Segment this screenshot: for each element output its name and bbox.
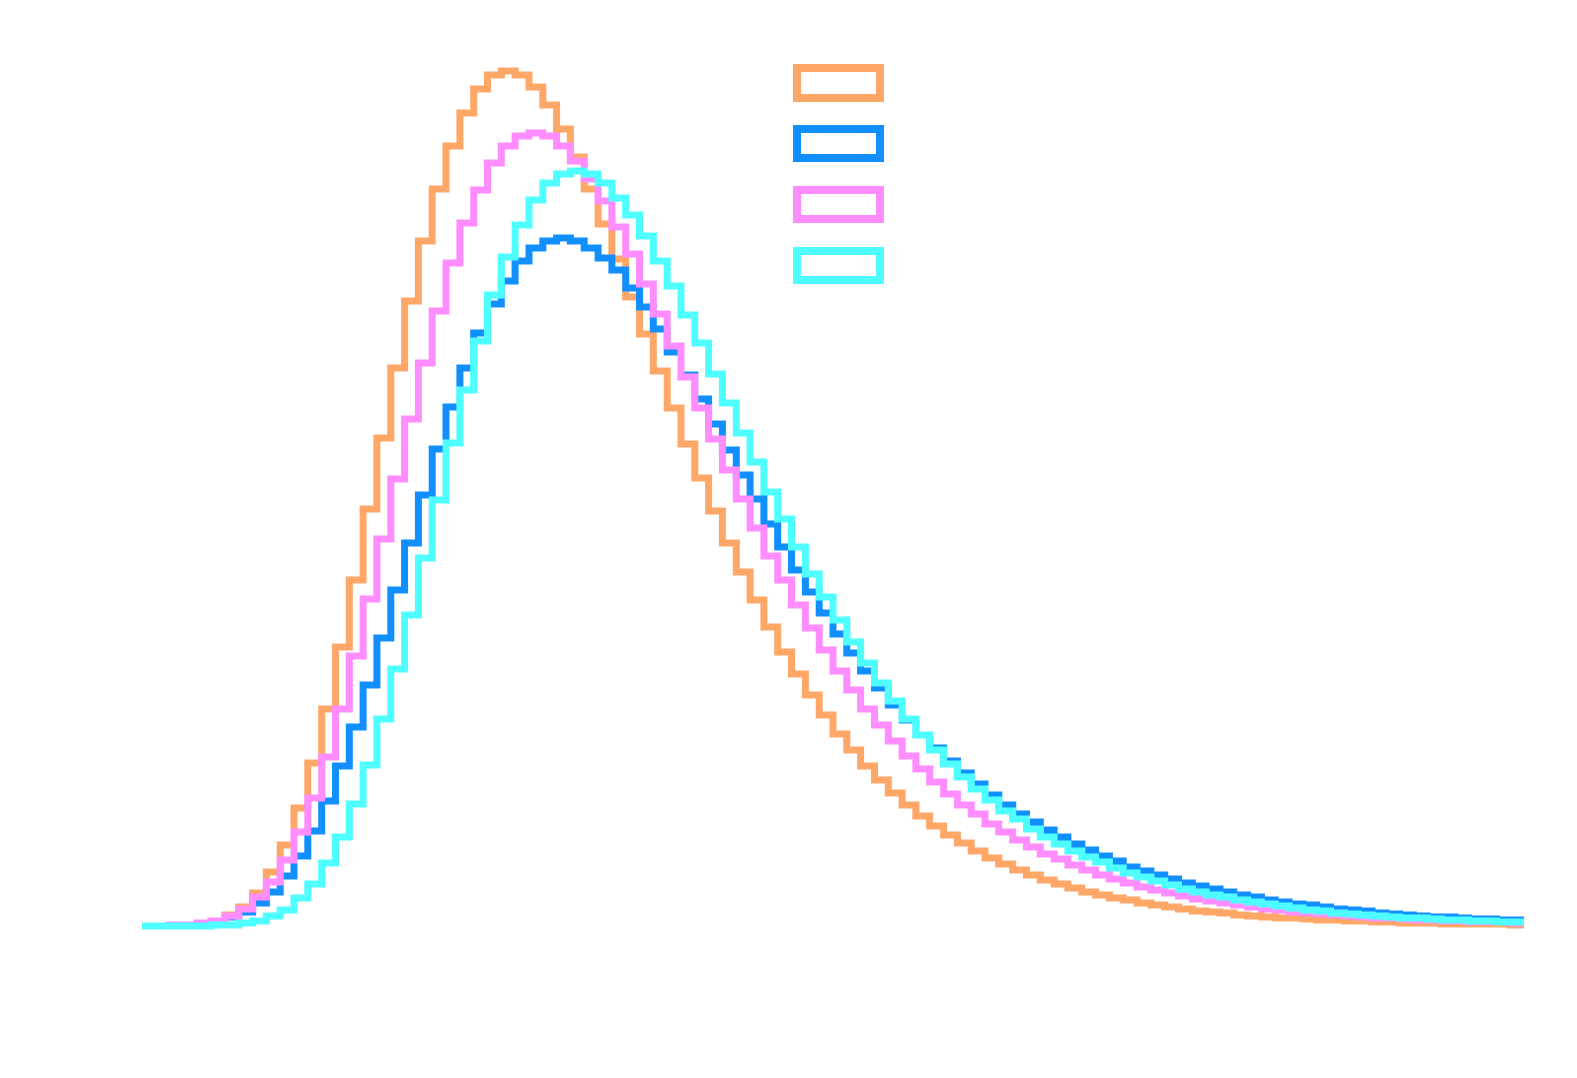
legend-swatch-orange [793, 64, 884, 102]
histogram-series-orange [142, 67, 1524, 930]
legend [793, 64, 884, 284]
histogram-series-pink [142, 129, 1524, 930]
legend-swatch-pink [793, 186, 884, 223]
legend-swatch-cyan [793, 247, 884, 284]
histogram-series-cyan [142, 167, 1524, 930]
legend-swatch-blue [793, 125, 884, 162]
series-layer [142, 67, 1524, 930]
